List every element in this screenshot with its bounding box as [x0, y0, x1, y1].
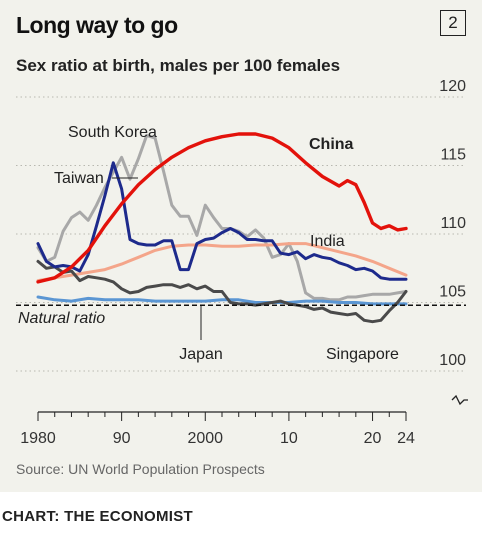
series-label-singapore: Singapore: [326, 346, 399, 363]
x-tick-label-1980: 1980: [20, 430, 56, 447]
series-label-taiwan: Taiwan: [54, 170, 104, 187]
chart-subtitle: Sex ratio at birth, males per 100 female…: [16, 56, 341, 75]
series-line-taiwan: [36, 161, 408, 281]
series-lines: [36, 132, 408, 324]
y-tick-label-100: 100: [439, 352, 466, 369]
y-tick-label-110: 110: [440, 215, 466, 232]
y-axis-break-icon: [451, 394, 468, 406]
chart-number-badge: 2: [440, 10, 466, 36]
series-line-japan: [36, 295, 408, 306]
x-tick-label-2000: 2000: [187, 430, 223, 447]
natural-ratio-reference: Natural ratio: [16, 304, 466, 327]
x-axis: 1980 90 2000 10 20 24: [20, 411, 415, 447]
series-line-india: [36, 242, 408, 283]
series-line-singapore: [36, 259, 408, 324]
series-line-south-korea: [36, 133, 408, 302]
series-label-japan: Japan: [179, 346, 223, 363]
x-tick-label-2010: 10: [280, 430, 298, 447]
y-tick-label-115: 115: [440, 147, 466, 164]
series-line-china: [36, 132, 408, 284]
series-label-south-korea: South Korea: [68, 124, 157, 141]
x-tick-label-2020: 20: [364, 430, 382, 447]
x-tick-label-1990: 90: [113, 430, 131, 447]
gridlines: 100 105 110 115 120: [16, 78, 468, 406]
source-note: Source: UN World Population Prospects: [16, 461, 265, 477]
line-chart: 100 105 110 115 120 Natural ratio 1980 90 2000…: [16, 78, 468, 447]
chart-title: Long way to go: [16, 12, 178, 38]
natural-ratio-label: Natural ratio: [18, 310, 105, 327]
series-labels: China South Korea Taiwan India Japan Singapor…: [54, 124, 399, 363]
series-label-india: India: [310, 233, 345, 250]
series-label-china: China: [309, 136, 354, 153]
y-tick-label-120: 120: [439, 78, 466, 95]
chart-credit: CHART: THE ECONOMIST: [2, 508, 193, 525]
x-tick-label-2024: 24: [397, 430, 415, 447]
y-tick-label-105: 105: [439, 284, 466, 301]
